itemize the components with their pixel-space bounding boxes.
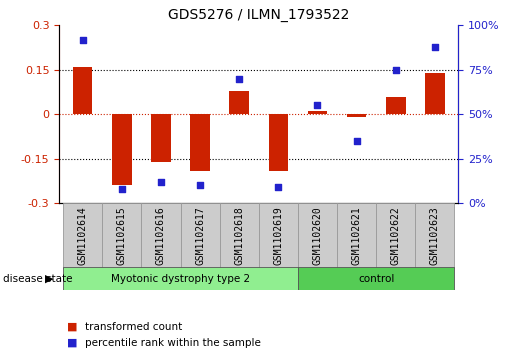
Bar xyxy=(63,267,298,290)
Text: percentile rank within the sample: percentile rank within the sample xyxy=(85,338,261,348)
Bar xyxy=(347,114,366,117)
Point xyxy=(196,183,204,188)
Bar xyxy=(298,203,337,269)
Text: control: control xyxy=(358,274,394,284)
Point xyxy=(235,76,244,82)
Bar xyxy=(73,67,93,114)
Bar xyxy=(268,114,288,171)
Text: GSM1102621: GSM1102621 xyxy=(352,207,362,265)
Bar xyxy=(307,111,327,114)
Point xyxy=(157,179,165,185)
Bar xyxy=(151,114,171,162)
Point xyxy=(118,186,126,192)
Text: ■: ■ xyxy=(67,322,77,332)
Point xyxy=(313,102,321,108)
Bar xyxy=(337,203,376,269)
Text: Myotonic dystrophy type 2: Myotonic dystrophy type 2 xyxy=(111,274,250,284)
Bar xyxy=(425,73,444,114)
Bar xyxy=(415,203,454,269)
Point xyxy=(79,37,87,42)
Bar xyxy=(220,203,259,269)
Bar xyxy=(386,97,405,114)
Bar xyxy=(63,203,102,269)
Point xyxy=(431,44,439,50)
Bar xyxy=(142,203,181,269)
Title: GDS5276 / ILMN_1793522: GDS5276 / ILMN_1793522 xyxy=(168,8,350,22)
Text: GSM1102614: GSM1102614 xyxy=(78,207,88,265)
Point xyxy=(352,138,360,144)
Text: GSM1102616: GSM1102616 xyxy=(156,207,166,265)
Bar xyxy=(102,203,142,269)
Text: disease state: disease state xyxy=(3,274,72,284)
Text: GSM1102622: GSM1102622 xyxy=(391,207,401,265)
Bar xyxy=(298,267,454,290)
Text: GSM1102615: GSM1102615 xyxy=(117,207,127,265)
Text: GSM1102619: GSM1102619 xyxy=(273,207,283,265)
Bar xyxy=(230,91,249,114)
Point xyxy=(391,67,400,73)
Bar xyxy=(112,114,132,185)
Text: GSM1102623: GSM1102623 xyxy=(430,207,440,265)
Text: GSM1102618: GSM1102618 xyxy=(234,207,244,265)
Point xyxy=(274,184,282,190)
Text: ▶: ▶ xyxy=(44,274,53,284)
Bar xyxy=(376,203,415,269)
Text: GSM1102620: GSM1102620 xyxy=(313,207,322,265)
Text: ■: ■ xyxy=(67,338,77,348)
Bar xyxy=(191,114,210,171)
Bar xyxy=(259,203,298,269)
Text: GSM1102617: GSM1102617 xyxy=(195,207,205,265)
Bar xyxy=(181,203,220,269)
Text: transformed count: transformed count xyxy=(85,322,182,332)
